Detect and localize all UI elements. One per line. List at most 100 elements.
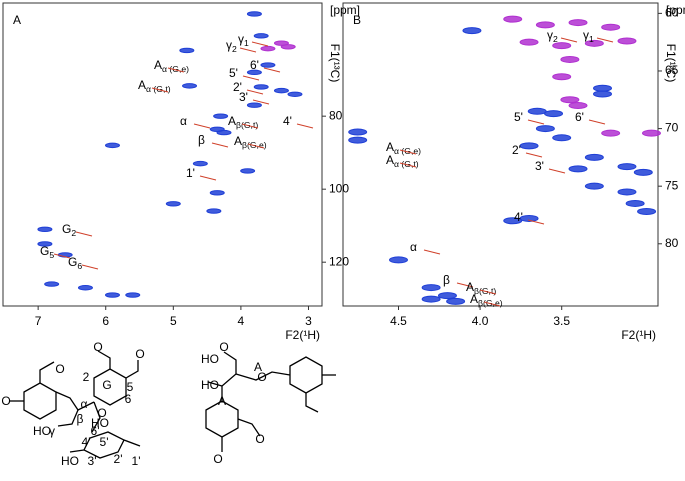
peak bbox=[253, 84, 269, 90]
annotation: 2' bbox=[512, 143, 521, 157]
peak bbox=[503, 15, 523, 23]
structure-label: O bbox=[257, 370, 266, 384]
leader bbox=[527, 119, 545, 125]
peak bbox=[104, 292, 120, 298]
structure-label: HO bbox=[33, 424, 51, 438]
x-tick-label: 4.0 bbox=[472, 314, 489, 328]
structure-label: HO bbox=[201, 378, 219, 392]
peak bbox=[246, 69, 262, 76]
leader bbox=[75, 231, 93, 237]
peak bbox=[527, 107, 547, 115]
structure-label: 2' bbox=[114, 452, 123, 466]
y-tick-label: 80 bbox=[329, 108, 343, 122]
structure-label: γ bbox=[49, 424, 55, 438]
peak bbox=[584, 39, 604, 47]
structure-label: A bbox=[254, 360, 262, 374]
peak bbox=[593, 90, 613, 98]
structure-label: 2 bbox=[83, 370, 90, 384]
peak bbox=[287, 91, 303, 97]
annotation-sub: 2 bbox=[232, 44, 237, 54]
y-axis-label: F1(¹³C) bbox=[664, 44, 678, 83]
x-tick-label: 3 bbox=[305, 314, 312, 328]
y-tick-label: 80 bbox=[665, 236, 679, 250]
panel-label: B bbox=[353, 13, 361, 27]
peak bbox=[192, 160, 208, 167]
annotation: Aβ(G,t) bbox=[228, 114, 258, 130]
annotation: α bbox=[180, 114, 187, 128]
y-tick-label: 70 bbox=[665, 121, 679, 135]
x-axis-label: F2(¹H) bbox=[285, 328, 320, 342]
annotation: γ1 bbox=[238, 32, 249, 48]
structure-label: O bbox=[1, 394, 10, 408]
annotation-sub: α (G,e) bbox=[162, 64, 189, 74]
structure-label: β bbox=[77, 412, 84, 426]
peak bbox=[535, 125, 555, 133]
annotation: G6 bbox=[68, 255, 82, 271]
peak bbox=[544, 110, 564, 118]
peak bbox=[568, 165, 588, 173]
peak bbox=[260, 62, 276, 68]
annotation: 2' bbox=[233, 80, 242, 94]
annotation: 4' bbox=[514, 210, 523, 224]
annotation: 5' bbox=[229, 66, 238, 80]
structure-label: HO bbox=[91, 416, 109, 430]
peak bbox=[240, 168, 256, 174]
y-tick-label: 60 bbox=[665, 6, 679, 20]
leader bbox=[596, 37, 614, 43]
structure-label: G bbox=[102, 378, 111, 392]
leader bbox=[242, 75, 260, 81]
peak bbox=[584, 182, 604, 190]
annotation: 6' bbox=[575, 110, 584, 124]
peak bbox=[246, 102, 262, 108]
structure-label: 6' bbox=[91, 424, 100, 438]
annotation: 1' bbox=[186, 166, 195, 180]
peak bbox=[617, 163, 637, 171]
peak bbox=[617, 188, 637, 196]
leader bbox=[53, 253, 71, 259]
leader bbox=[167, 67, 185, 73]
annotation-sub: 1 bbox=[244, 38, 249, 48]
y-tick-label: 100 bbox=[329, 181, 349, 195]
x-tick-label: 3.5 bbox=[553, 314, 570, 328]
peak bbox=[503, 217, 523, 225]
structure-label: O bbox=[55, 362, 64, 376]
peak bbox=[421, 295, 441, 303]
leader bbox=[211, 142, 229, 148]
peak bbox=[260, 45, 276, 52]
peak bbox=[388, 256, 408, 264]
peak bbox=[601, 129, 621, 137]
peak bbox=[104, 142, 120, 149]
structure-label: HO bbox=[61, 454, 79, 468]
peak bbox=[206, 208, 222, 214]
peak bbox=[552, 134, 572, 142]
peak bbox=[617, 37, 637, 45]
peak bbox=[77, 285, 93, 291]
x-tick-label: 7 bbox=[35, 314, 42, 328]
annotation-sub: 2 bbox=[71, 228, 76, 238]
peak bbox=[209, 190, 225, 196]
structure-label: O bbox=[97, 406, 106, 420]
annotation: β bbox=[443, 273, 450, 287]
peak bbox=[601, 23, 621, 31]
peak bbox=[182, 83, 198, 89]
annotation: 5' bbox=[514, 110, 523, 124]
leader bbox=[151, 87, 169, 93]
leader bbox=[399, 162, 417, 168]
peak bbox=[348, 128, 368, 136]
leader bbox=[252, 99, 270, 105]
peak bbox=[246, 11, 262, 17]
leader bbox=[456, 282, 474, 288]
annotation: β bbox=[198, 133, 205, 147]
leader bbox=[588, 119, 606, 125]
peak bbox=[44, 281, 60, 287]
peak bbox=[593, 84, 613, 92]
annotation: γ2 bbox=[547, 28, 558, 44]
peak bbox=[437, 292, 457, 300]
leader bbox=[246, 89, 264, 95]
structure-label: 6 bbox=[125, 392, 132, 406]
structure-label: O bbox=[219, 340, 228, 354]
y-tick-label: 65 bbox=[665, 63, 679, 77]
structure-label: 5 bbox=[127, 380, 134, 394]
peak bbox=[560, 96, 580, 104]
